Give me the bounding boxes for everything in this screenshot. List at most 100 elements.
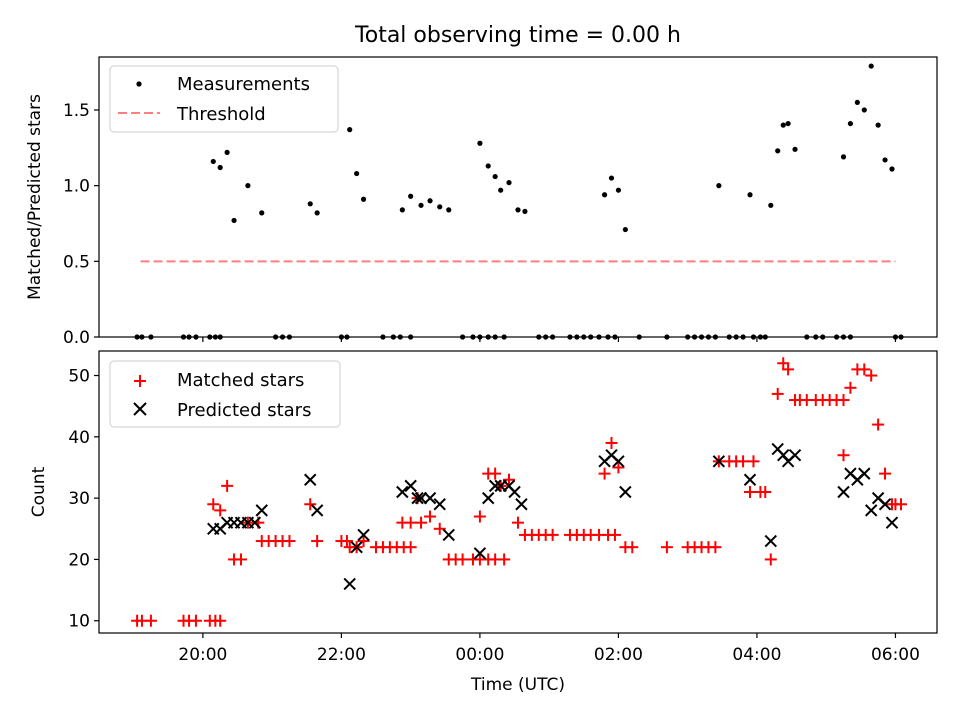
predicted-star-point	[433, 498, 446, 511]
matched-star-point	[207, 498, 220, 511]
measurement-point	[750, 334, 757, 340]
measurement-point	[408, 334, 414, 340]
measurement-point	[733, 334, 739, 340]
legend-predicted-label: Predicted stars	[177, 400, 311, 421]
predicted-stars-layer	[207, 442, 899, 591]
bottom-legend: Matched stars Predicted stars	[109, 360, 341, 428]
predicted-star-point	[442, 528, 455, 542]
measurement-point	[186, 334, 192, 340]
top-y-tick-label: 0.0	[63, 328, 90, 348]
measurement-point	[820, 334, 826, 340]
measurement-point	[437, 204, 443, 210]
measurement-point	[515, 207, 521, 213]
measurement-point	[347, 127, 353, 133]
measurement-point	[399, 207, 405, 213]
matched-star-point	[837, 394, 850, 407]
predicted-star-point	[764, 534, 777, 548]
measurement-point	[574, 334, 580, 340]
measurement-point	[550, 334, 556, 340]
measurement-point	[245, 183, 251, 189]
predicted-star-point	[837, 485, 850, 499]
matched-star-point	[404, 541, 417, 554]
measurement-point	[259, 210, 265, 216]
matched-star-point	[502, 473, 515, 486]
measurement-point	[492, 334, 498, 340]
matched-star-point	[144, 614, 157, 627]
matched-star-point	[759, 486, 772, 498]
predicted-star-point	[619, 485, 632, 499]
measurement-point	[212, 334, 218, 340]
measurement-point	[757, 334, 763, 340]
matched-star-point	[894, 498, 907, 511]
matched-star-point	[512, 516, 524, 529]
predicted-star-point	[488, 479, 502, 493]
bottom-y-tick-label: 30	[68, 489, 90, 509]
matched-star-point	[456, 553, 469, 566]
measurement-point	[217, 164, 223, 171]
measurement-point	[459, 334, 466, 340]
matched-star-point	[357, 535, 370, 548]
measurement-point	[390, 334, 396, 340]
measurement-point	[840, 154, 847, 160]
measurement-point	[286, 334, 293, 340]
matched-star-point	[311, 535, 324, 548]
measurement-point	[180, 334, 187, 340]
matched-star-point	[433, 522, 446, 535]
measurement-point	[622, 226, 628, 233]
measurement-point	[698, 334, 705, 340]
measurement-point	[692, 334, 698, 340]
measurement-point	[446, 207, 452, 213]
measurement-point	[314, 210, 320, 216]
measurement-point	[762, 334, 768, 340]
measurement-point	[501, 334, 507, 340]
measurement-point	[747, 192, 753, 198]
matched-star-point	[865, 369, 878, 382]
measurement-point	[485, 334, 491, 340]
measurement-point	[813, 334, 819, 340]
measurement-point	[898, 334, 904, 340]
measurement-point	[498, 187, 504, 193]
bottom-plot-frame	[98, 350, 938, 634]
top-y-axis: 0.0 0.5 1.0 1.5	[63, 101, 99, 348]
legend-matched-label: Matched stars	[177, 370, 304, 391]
matched-star-point	[489, 467, 502, 480]
predicted-star-point	[304, 473, 317, 486]
measurement-point	[427, 198, 433, 204]
matched-star-point	[404, 516, 417, 529]
predicted-star-point	[248, 516, 262, 529]
matched-star-point	[214, 614, 227, 627]
measurement-point	[785, 120, 791, 127]
measurement-point	[380, 334, 386, 340]
measurement-point	[279, 334, 286, 340]
measurement-point	[601, 192, 608, 198]
predicted-star-point	[414, 491, 428, 505]
predicted-star-point	[404, 479, 417, 493]
legend-measurements-label: Measurements	[177, 74, 310, 95]
measurement-point	[360, 196, 367, 202]
predicted-star-point	[310, 504, 324, 517]
measurement-point	[685, 334, 691, 340]
measurement-point	[615, 187, 622, 193]
measurement-point	[861, 107, 867, 113]
measurement-point	[477, 334, 483, 340]
matched-star-point	[340, 535, 353, 548]
matched-star-point	[626, 541, 639, 554]
predicted-star-point	[343, 577, 356, 591]
top-panel: 0.0 0.5 1.0 1.5 Matched/Predicted stars Mea…	[25, 56, 938, 348]
measurement-point	[354, 170, 360, 177]
matched-star-point	[709, 541, 722, 554]
matched-star-point	[764, 553, 777, 566]
measurement-point	[740, 334, 746, 340]
measurement-point	[892, 334, 899, 340]
predicted-star-point	[788, 449, 802, 462]
bottom-x-axis-label: Time (UTC)	[470, 675, 565, 695]
measurement-point	[522, 208, 528, 214]
measurement-point	[847, 334, 854, 340]
matched-star-point	[837, 449, 850, 462]
legend-predicted-marker	[133, 402, 147, 416]
matched-star-point	[737, 455, 750, 468]
measurement-point	[338, 334, 344, 340]
top-plot-frame	[98, 56, 938, 338]
bottom-x-axis: 20:00 22:00 00:00 02:00 04:00 06:00	[178, 633, 920, 665]
